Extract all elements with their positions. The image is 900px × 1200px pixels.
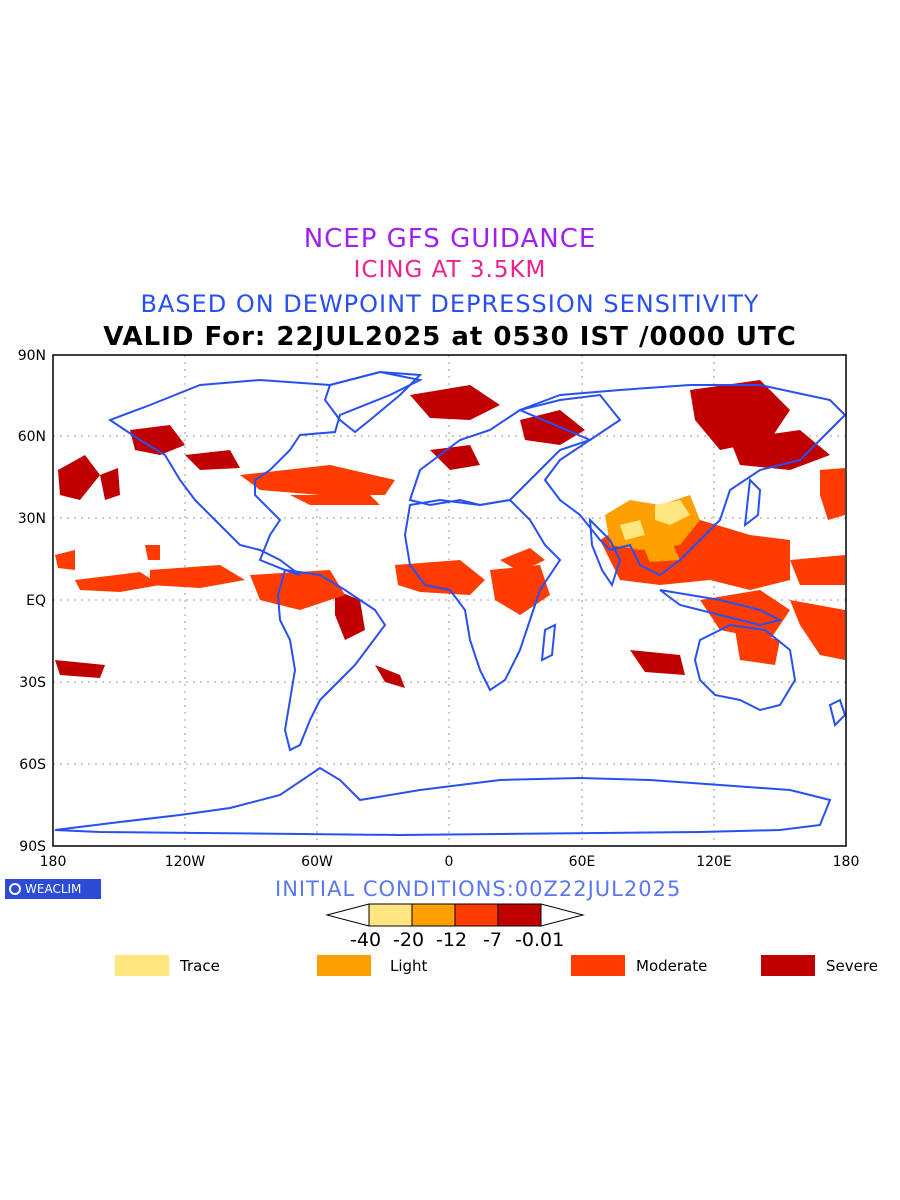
y-label-60s: 60S <box>19 757 46 773</box>
icing-map: 90N 60N 30N EQ 30S 60S 90S 180 120W 60W … <box>18 348 860 870</box>
colorbar-tick-neg40: -40 <box>350 929 382 951</box>
y-label-eq: EQ <box>26 593 46 609</box>
legend-swatch-light <box>317 955 371 976</box>
coastlines <box>54 370 847 837</box>
legend-swatch-trace <box>115 955 169 976</box>
legend-swatch-moderate <box>571 955 625 976</box>
colorbar-tick-neg7: -7 <box>483 929 502 951</box>
x-label-60e: 60E <box>569 854 596 870</box>
x-label-60w: 60W <box>301 854 333 870</box>
legend-label-severe: Severe <box>826 957 878 975</box>
weaclim-logo: WEACLIM <box>5 879 101 899</box>
x-label-180e: 180 <box>833 854 860 870</box>
initial-conditions: INITIAL CONDITIONS:00Z22JUL2025 <box>275 877 682 901</box>
copyright-icon <box>9 883 21 895</box>
title-valid-time: VALID For: 22JUL2025 at 0530 IST /0000 U… <box>103 322 797 352</box>
y-label-30n: 30N <box>18 511 46 527</box>
x-label-0: 0 <box>445 854 454 870</box>
title-line-1: NCEP GFS GUIDANCE <box>303 224 597 254</box>
colorbar-moderate <box>454 903 499 927</box>
y-label-90s: 90S <box>19 839 46 855</box>
colorbar-tick-neg001: -0.01 <box>515 929 565 951</box>
legend-label-moderate: Moderate <box>636 957 708 975</box>
colorbar-light <box>411 903 456 927</box>
legend-label-light: Light <box>390 957 428 975</box>
logo-text: WEACLIM <box>25 882 82 896</box>
legend-label-trace: Trace <box>180 957 220 975</box>
colorbar-left-triangle <box>325 903 370 927</box>
colorbar-tick-neg12: -12 <box>436 929 468 951</box>
colorbar-tick-neg20: -20 <box>393 929 425 951</box>
title-line-2: ICING AT 3.5KM <box>353 257 547 283</box>
colorbar <box>325 903 585 927</box>
x-label-120w: 120W <box>165 854 206 870</box>
colorbar-severe <box>497 903 542 927</box>
colorbar-right-triangle <box>540 903 585 927</box>
x-label-120e: 120E <box>696 854 732 870</box>
map-frame <box>52 354 847 847</box>
x-label-180w: 180 <box>40 854 67 870</box>
colorbar-trace <box>368 903 413 927</box>
y-label-60n: 60N <box>18 429 46 445</box>
legend-swatch-severe <box>761 955 815 976</box>
icing-fields <box>55 380 845 688</box>
y-label-90n: 90N <box>18 348 46 364</box>
title-line-3: BASED ON DEWPOINT DEPRESSION SENSITIVITY <box>140 290 760 318</box>
y-label-30s: 30S <box>19 675 46 691</box>
